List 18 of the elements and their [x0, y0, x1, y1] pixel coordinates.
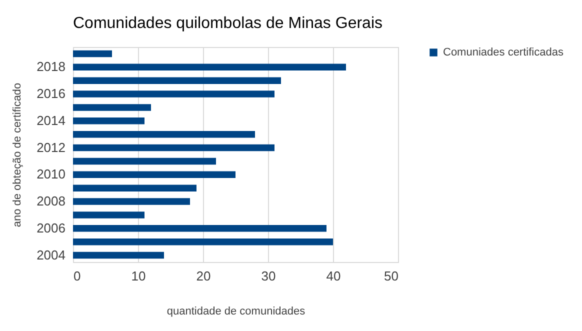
y-tick-label: 2014: [36, 112, 66, 128]
y-axis-title: ano de obteção de certificado: [12, 82, 24, 228]
y-tick-label: 2010: [36, 166, 66, 182]
y-tick-label: 2004: [36, 247, 66, 262]
y-tick-label: 2006: [36, 220, 66, 236]
y-tick-label: 2018: [36, 59, 66, 74]
chart-title: Comunidades quilombolas de Minas Gerais: [73, 15, 382, 32]
y-tick-label: 2016: [36, 86, 66, 102]
x-tick-label: 30: [261, 268, 276, 284]
y-tick-label: 2012: [36, 140, 66, 155]
x-tick-label: 0: [74, 268, 81, 284]
x-tick-label: 20: [196, 268, 211, 284]
legend-label: Comuniades certificadas: [443, 46, 564, 58]
x-tick-label: 10: [131, 268, 146, 284]
x-tick-label: 40: [326, 268, 341, 284]
y-tick-label: 2008: [36, 194, 66, 209]
x-axis-title: quantidade de comunidades: [166, 306, 306, 318]
x-tick-label: 50: [384, 268, 398, 284]
